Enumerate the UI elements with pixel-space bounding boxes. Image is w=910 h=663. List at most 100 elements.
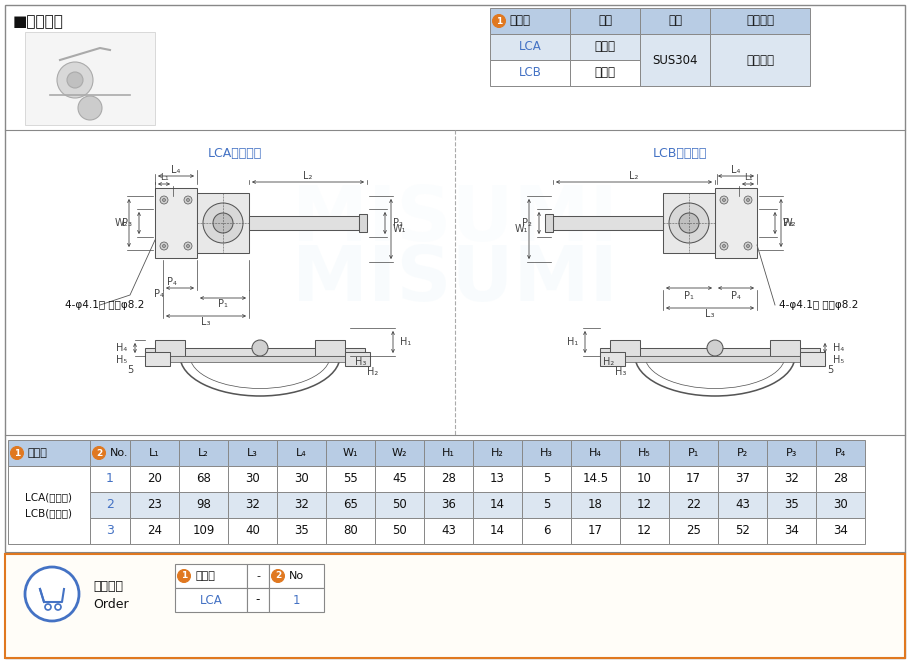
Circle shape bbox=[163, 245, 166, 247]
Text: P₁: P₁ bbox=[218, 299, 228, 309]
Text: 45: 45 bbox=[392, 473, 407, 485]
Bar bbox=[359, 213, 367, 232]
Text: L₂: L₂ bbox=[630, 171, 639, 181]
Text: 方向: 方向 bbox=[598, 15, 612, 27]
Bar bbox=[5, 554, 905, 658]
Text: P₂: P₂ bbox=[737, 448, 748, 458]
Bar bbox=[640, 34, 710, 86]
Circle shape bbox=[213, 213, 233, 233]
Bar bbox=[669, 440, 718, 466]
Bar bbox=[424, 518, 473, 544]
Bar bbox=[718, 466, 767, 492]
Text: L₃: L₃ bbox=[247, 448, 258, 458]
Text: 2: 2 bbox=[275, 572, 281, 581]
Bar bbox=[315, 340, 345, 356]
Circle shape bbox=[93, 446, 106, 459]
Bar bbox=[710, 34, 810, 86]
Bar bbox=[816, 440, 865, 466]
Bar bbox=[490, 34, 570, 60]
Text: 36: 36 bbox=[441, 499, 456, 511]
Text: P₄: P₄ bbox=[167, 277, 177, 287]
Text: -: - bbox=[256, 571, 260, 581]
Bar bbox=[553, 215, 663, 230]
Circle shape bbox=[744, 242, 752, 250]
Text: No: No bbox=[289, 571, 304, 581]
Bar bbox=[90, 492, 130, 518]
Text: P₂: P₂ bbox=[393, 218, 403, 228]
Text: ■气密把手: ■气密把手 bbox=[13, 14, 64, 29]
Text: 40: 40 bbox=[245, 524, 260, 538]
Text: L₃: L₃ bbox=[201, 317, 211, 327]
Text: H₃: H₃ bbox=[540, 448, 553, 458]
Bar bbox=[669, 518, 718, 544]
Text: W₂: W₂ bbox=[115, 218, 127, 228]
Bar bbox=[155, 340, 185, 356]
Bar bbox=[610, 340, 640, 356]
Circle shape bbox=[746, 245, 750, 247]
Bar bbox=[620, 518, 669, 544]
Circle shape bbox=[492, 15, 505, 27]
Text: 43: 43 bbox=[441, 524, 456, 538]
Circle shape bbox=[11, 446, 24, 459]
Bar bbox=[326, 466, 375, 492]
Text: 17: 17 bbox=[588, 524, 603, 538]
Text: L₄: L₄ bbox=[732, 165, 741, 175]
Bar bbox=[130, 440, 179, 466]
Bar bbox=[179, 466, 228, 492]
Circle shape bbox=[187, 198, 189, 202]
Text: 右开门: 右开门 bbox=[594, 40, 615, 54]
Text: 订购范例: 订购范例 bbox=[93, 580, 123, 593]
Bar bbox=[473, 492, 522, 518]
Text: 52: 52 bbox=[735, 524, 750, 538]
Bar bbox=[669, 492, 718, 518]
Bar bbox=[522, 492, 571, 518]
Text: 5: 5 bbox=[126, 365, 133, 375]
Text: W₂: W₂ bbox=[391, 448, 408, 458]
Bar bbox=[718, 518, 767, 544]
Text: P₃: P₃ bbox=[783, 218, 793, 228]
Text: H₂: H₂ bbox=[603, 357, 614, 367]
Text: P₄: P₄ bbox=[834, 448, 846, 458]
Text: MISUMI: MISUMI bbox=[292, 183, 618, 257]
Circle shape bbox=[707, 340, 723, 356]
Text: H₄: H₄ bbox=[589, 448, 602, 458]
Bar bbox=[179, 440, 228, 466]
Bar bbox=[247, 564, 269, 588]
Text: 材质: 材质 bbox=[668, 15, 682, 27]
Bar bbox=[90, 466, 130, 492]
Bar bbox=[620, 492, 669, 518]
Text: H₄: H₄ bbox=[116, 343, 127, 353]
Bar bbox=[249, 215, 359, 230]
Circle shape bbox=[203, 203, 243, 243]
Circle shape bbox=[45, 604, 51, 610]
Text: 2: 2 bbox=[106, 499, 114, 511]
Bar bbox=[669, 466, 718, 492]
Bar bbox=[345, 352, 370, 366]
Text: 30: 30 bbox=[294, 473, 308, 485]
Text: 50: 50 bbox=[392, 524, 407, 538]
Text: H₁: H₁ bbox=[567, 337, 578, 347]
Bar bbox=[90, 518, 130, 544]
Text: 12: 12 bbox=[637, 524, 652, 538]
Bar bbox=[228, 440, 277, 466]
Text: 68: 68 bbox=[196, 473, 211, 485]
Circle shape bbox=[78, 96, 102, 120]
Bar bbox=[130, 466, 179, 492]
Bar bbox=[8, 466, 90, 544]
Text: 镌面抛光: 镌面抛光 bbox=[746, 54, 774, 66]
Text: 17: 17 bbox=[686, 473, 701, 485]
Text: W₁: W₁ bbox=[343, 448, 359, 458]
Bar bbox=[150, 356, 370, 362]
Bar bbox=[130, 492, 179, 518]
Bar bbox=[247, 588, 269, 612]
Text: LCB: LCB bbox=[519, 66, 541, 80]
Text: 98: 98 bbox=[196, 499, 211, 511]
Text: 4-φ4.1通 锥孔φ8.2: 4-φ4.1通 锥孔φ8.2 bbox=[779, 300, 858, 310]
Circle shape bbox=[720, 242, 728, 250]
Text: 32: 32 bbox=[294, 499, 308, 511]
Bar bbox=[269, 588, 324, 612]
Text: LCA(右开门)
LCB(左开门): LCA(右开门) LCB(左开门) bbox=[25, 492, 73, 518]
Text: 18: 18 bbox=[588, 499, 603, 511]
Text: P₁: P₁ bbox=[684, 291, 694, 301]
Bar bbox=[770, 340, 800, 356]
